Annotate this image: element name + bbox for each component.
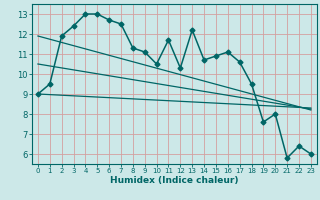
X-axis label: Humidex (Indice chaleur): Humidex (Indice chaleur) [110, 176, 239, 185]
